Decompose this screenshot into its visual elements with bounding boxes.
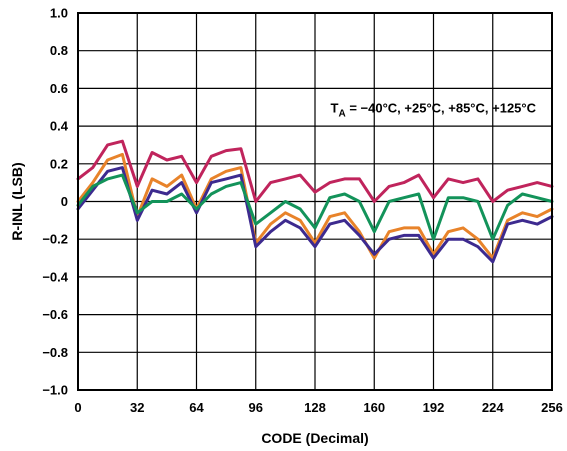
y-tick-labels: 1.0 0.8 0.6 0.4 0.2 0 −0.2 −0.4 −0.6 −0.8 −1.0	[42, 6, 68, 398]
series-line-2	[76, 152, 554, 260]
y-tick-label: −0.6	[42, 307, 68, 322]
x-tick-labels: 0 32 64 96 128 160 192 224 256	[74, 400, 562, 415]
x-tick-label: 32	[130, 400, 144, 415]
x-tick-label: 192	[423, 400, 445, 415]
x-tick-label: 96	[249, 400, 263, 415]
annotation-prefix: T	[331, 100, 339, 115]
y-axis-label: R-INL (LSB)	[9, 162, 25, 240]
y-tick-label: 0.4	[50, 119, 69, 134]
x-tick-label: 224	[482, 400, 504, 415]
annotation-subscript: A	[338, 108, 345, 119]
y-tick-label: 0.8	[50, 43, 68, 58]
y-tick-label: 0.2	[50, 156, 68, 171]
x-tick-label: 0	[74, 400, 81, 415]
series-line-1	[76, 139, 554, 203]
y-tick-label: −0.4	[42, 269, 68, 284]
x-axis-label: CODE (Decimal)	[261, 430, 368, 446]
series-line-3	[76, 166, 554, 264]
y-tick-label: −0.8	[42, 345, 68, 360]
y-tick-label: −1.0	[42, 383, 68, 398]
y-tick-label: 1.0	[50, 6, 68, 21]
temperature-annotation: TA = −40°C, +25°C, +85°C, +125°C	[331, 100, 537, 119]
chart-series	[76, 139, 554, 264]
y-tick-label: 0.6	[50, 81, 68, 96]
chart-grid	[78, 13, 552, 390]
x-tick-label: 128	[304, 400, 326, 415]
x-tick-label: 256	[541, 400, 563, 415]
y-tick-label: 0	[61, 194, 68, 209]
plot-frame	[77, 12, 553, 391]
annotation-text: = −40°C, +25°C, +85°C, +125°C	[346, 100, 537, 115]
series-line-4	[76, 173, 554, 241]
y-tick-label: −0.2	[42, 232, 68, 247]
x-tick-label: 64	[189, 400, 204, 415]
x-tick-label: 160	[363, 400, 385, 415]
